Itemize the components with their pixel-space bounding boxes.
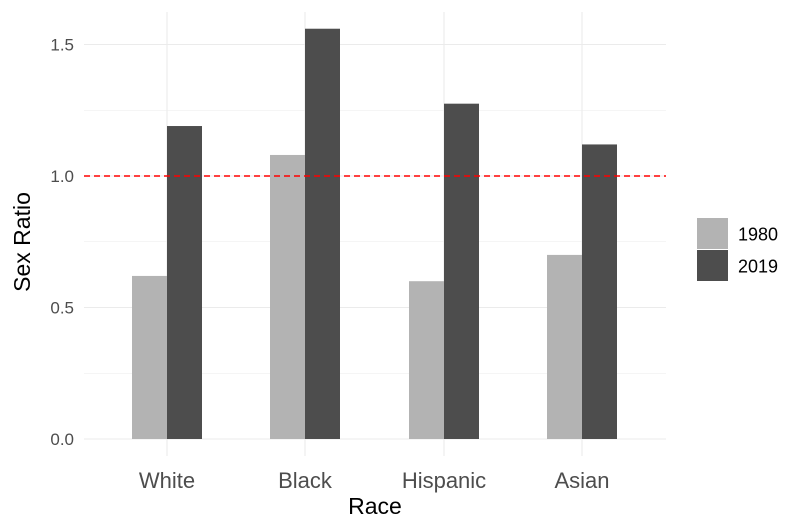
y-tick-label: 1.0 xyxy=(50,167,74,186)
bar-white-1980 xyxy=(132,275,167,439)
x-axis-ticks: White Black Hispanic Asian xyxy=(139,468,610,493)
x-tick-label: Black xyxy=(278,468,333,493)
legend-key-2019 xyxy=(697,250,728,281)
bar-asian-2019 xyxy=(582,144,617,439)
bar-black-2019 xyxy=(305,28,340,439)
legend-label-2019: 2019 xyxy=(738,257,778,277)
y-tick-label: 1.5 xyxy=(50,36,74,55)
x-tick-label: Asian xyxy=(554,468,609,493)
bar-white-2019 xyxy=(167,126,202,439)
legend-key-1980 xyxy=(697,218,728,249)
bar-hispanic-2019 xyxy=(444,103,479,440)
legend-label-1980: 1980 xyxy=(738,225,778,245)
x-tick-label: White xyxy=(139,468,195,493)
bar-hispanic-1980 xyxy=(409,281,444,439)
legend: 1980 2019 xyxy=(697,218,778,281)
y-tick-label: 0.0 xyxy=(50,430,74,449)
x-tick-label: Hispanic xyxy=(402,468,486,493)
y-tick-label: 0.5 xyxy=(50,299,74,318)
y-axis-ticks: 0.0 0.5 1.0 1.5 xyxy=(50,36,74,450)
y-axis-title: Sex Ratio xyxy=(9,192,35,292)
bars xyxy=(132,28,617,440)
x-axis-title: Race xyxy=(348,493,402,519)
bar-black-1980 xyxy=(270,154,305,439)
bar-asian-1980 xyxy=(547,254,582,439)
